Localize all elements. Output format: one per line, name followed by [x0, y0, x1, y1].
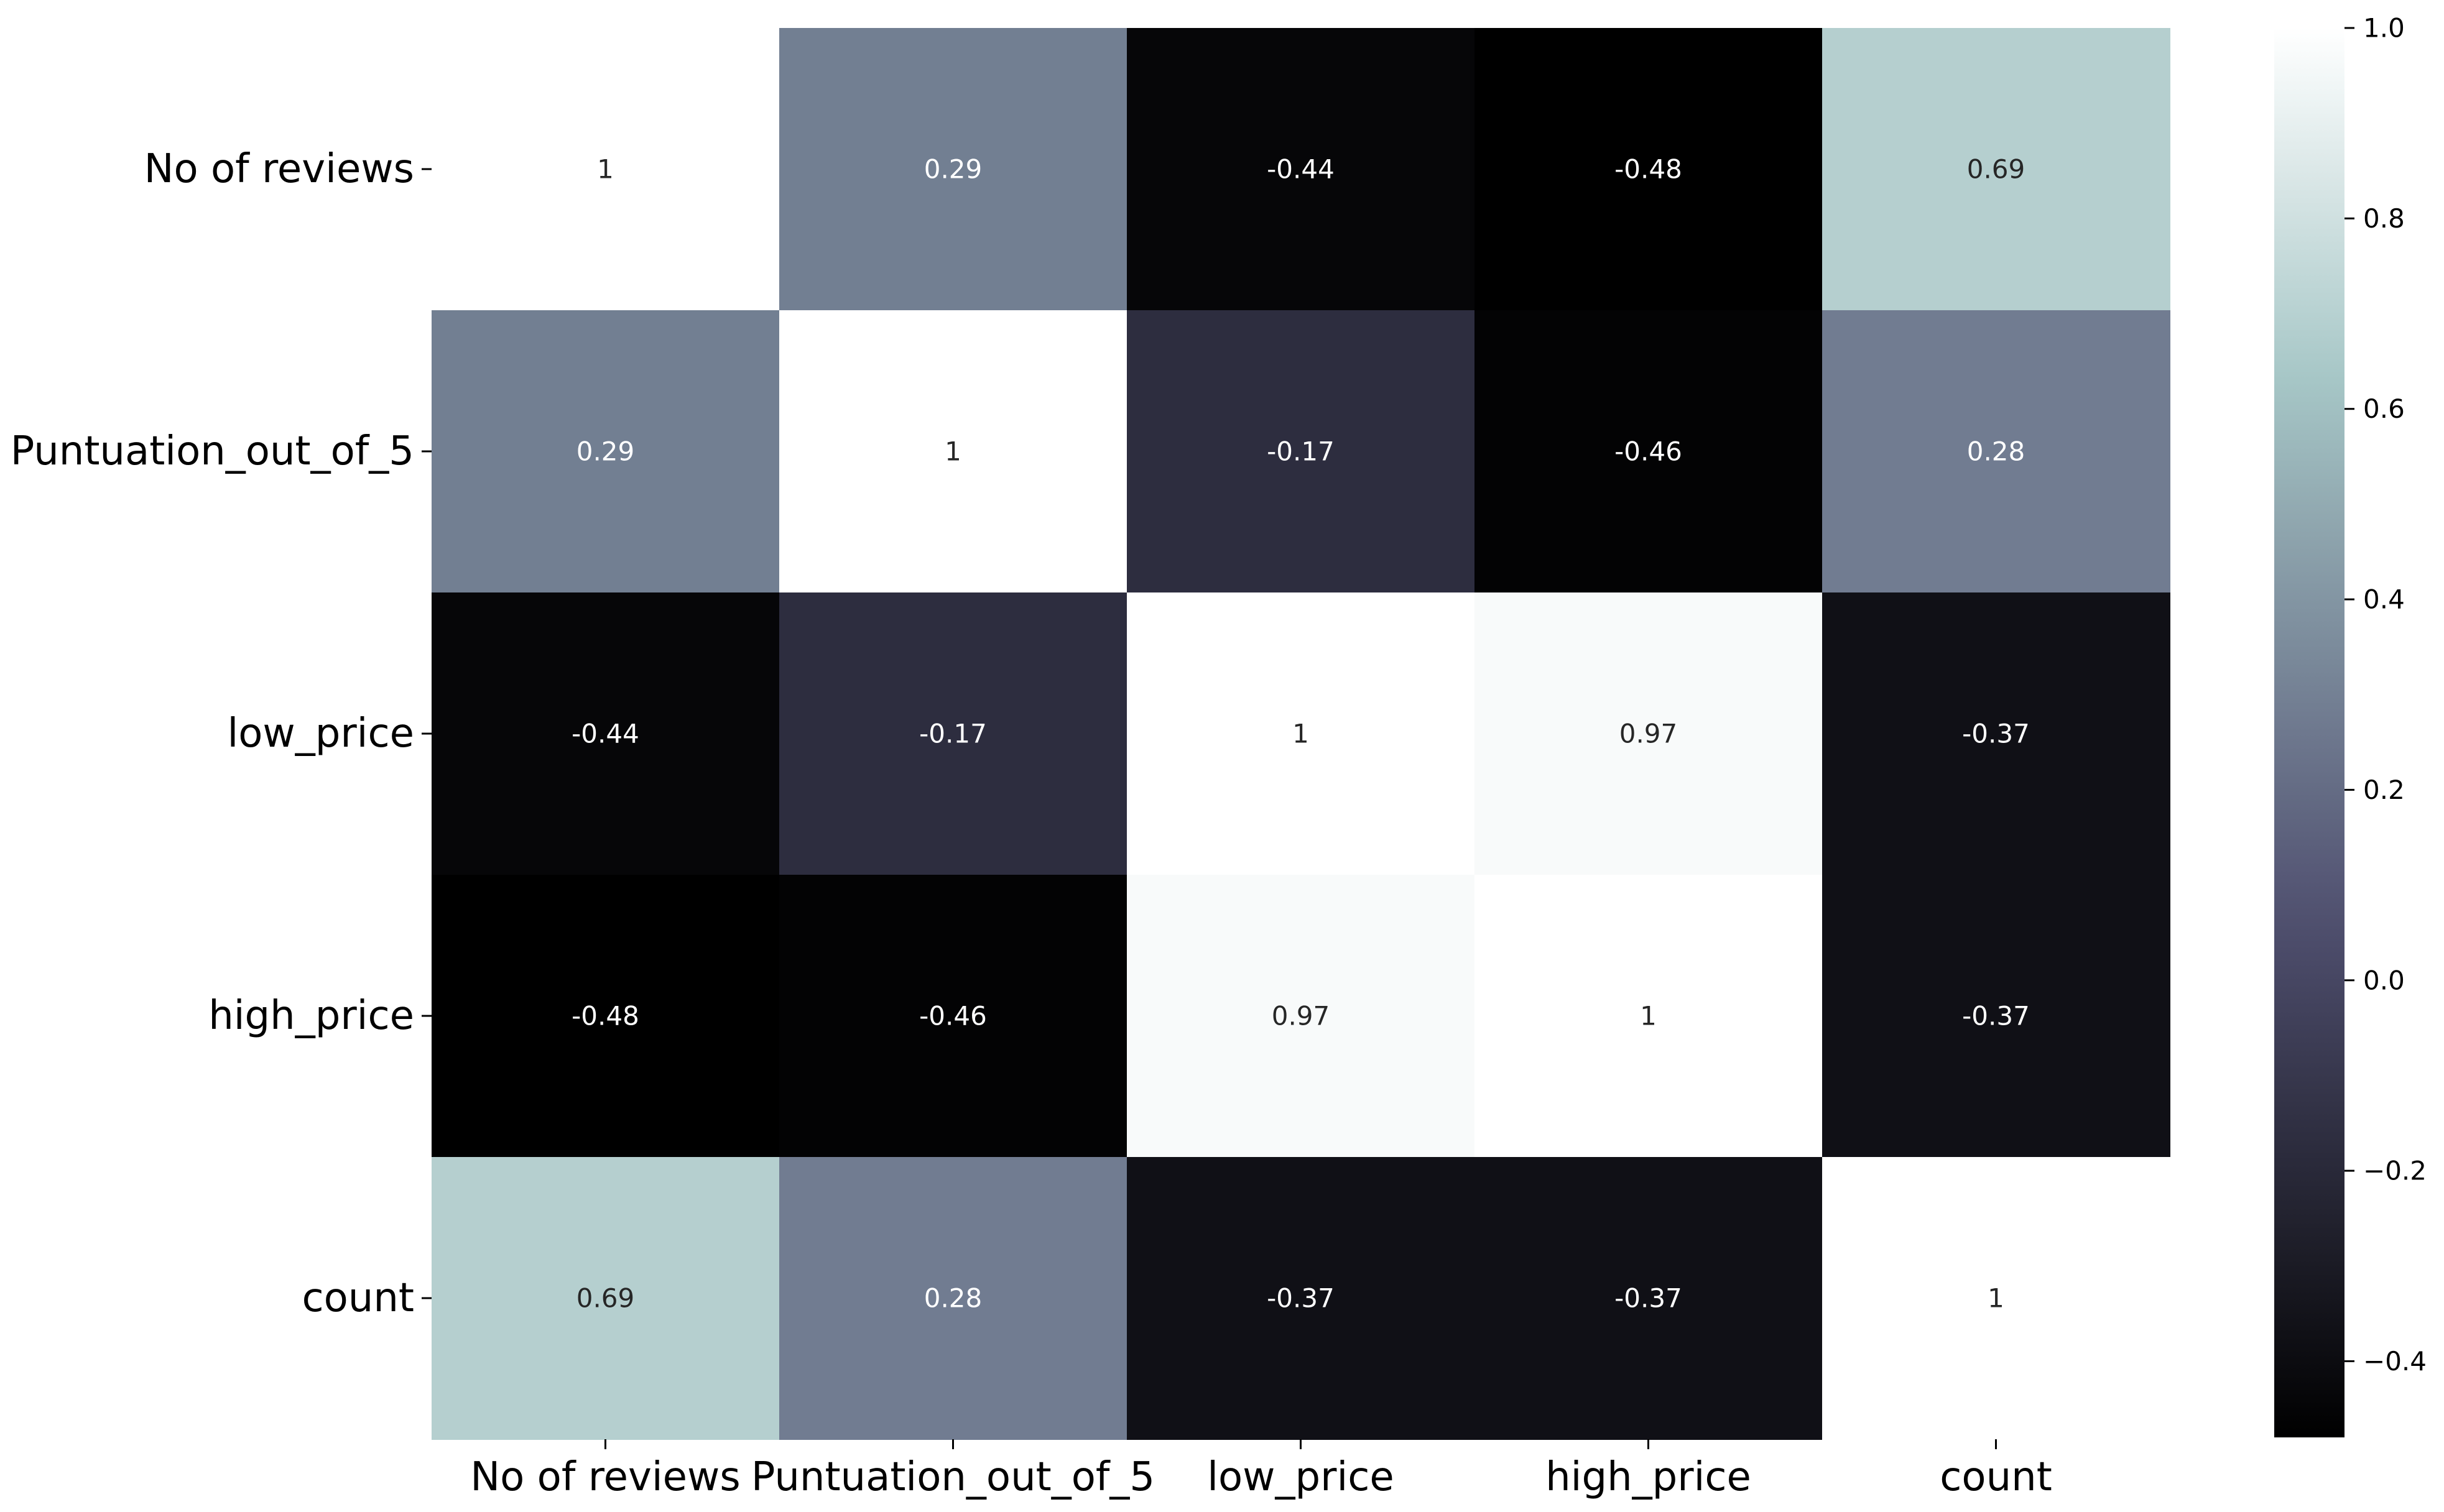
heatmap-cell	[779, 1157, 1127, 1440]
heatmap-cell	[1822, 310, 2170, 593]
heatmap-cell	[779, 592, 1127, 875]
cell-annotation: -0.44	[1267, 154, 1335, 185]
cell-annotation: -0.37	[1614, 1283, 1682, 1314]
heatmap-cell	[1822, 592, 2170, 875]
cell-annotation: -0.37	[1267, 1283, 1335, 1314]
y-tick-label: Puntuation_out_of_5	[11, 428, 414, 474]
cell-annotation: -0.46	[919, 1001, 987, 1031]
cell-annotation: 0.29	[576, 436, 635, 467]
colorbar: 1.0 0.8 0.6 0.4 0.2 0.0 −0.2 −0.4	[2274, 13, 2427, 1437]
heatmap-cell	[432, 28, 780, 311]
cell-annotation: -0.17	[919, 719, 987, 749]
y-axis-tick-labels: No of reviews Puntuation_out_of_5 low_pric…	[11, 146, 432, 1321]
heatmap-cell	[1127, 28, 1475, 311]
colorbar-tick-label: −0.2	[2363, 1156, 2427, 1186]
cell-annotation: 0.28	[1967, 436, 2025, 467]
cell-annotation: -0.48	[572, 1001, 639, 1031]
x-tick-label: high_price	[1545, 1454, 1751, 1500]
x-axis-tick-labels: No of reviews Puntuation_out_of_5 low_pric…	[470, 1439, 2052, 1500]
y-tick-label: high_price	[208, 993, 414, 1039]
y-tick-label: No of reviews	[144, 146, 414, 192]
heatmap-cell	[1474, 28, 1823, 311]
heatmap-cell	[1127, 1157, 1475, 1440]
cell-annotation: -0.37	[1962, 1001, 2030, 1031]
colorbar-tick-label: 0.8	[2363, 203, 2405, 234]
x-tick-label: No of reviews	[470, 1454, 740, 1500]
heatmap-cell	[1127, 310, 1475, 593]
colorbar-tick-label: 0.0	[2363, 965, 2405, 995]
heatmap-cell	[1822, 28, 2170, 311]
cell-annotation: 0.28	[924, 1283, 983, 1314]
cell-annotation: 0.69	[1967, 154, 2025, 185]
heatmap-cell	[432, 310, 780, 593]
cell-annotation: 1	[1988, 1283, 2004, 1314]
y-tick-label: count	[302, 1275, 414, 1321]
heatmap-cell	[779, 28, 1127, 311]
heatmap-cell	[432, 875, 780, 1158]
cell-annotation: 1	[1292, 719, 1309, 749]
heatmap-cell	[1127, 875, 1475, 1158]
colorbar-tick-label: 0.2	[2363, 775, 2405, 805]
cell-annotation: -0.37	[1962, 719, 2030, 749]
heatmap-cell	[1474, 875, 1823, 1158]
y-tick-label: low_price	[227, 711, 414, 757]
x-tick-label: low_price	[1207, 1454, 1394, 1500]
heatmap-cell	[1127, 592, 1475, 875]
heatmap-cell	[779, 310, 1127, 593]
colorbar-tick-label: 0.6	[2363, 394, 2405, 424]
cell-annotation: -0.46	[1614, 436, 1682, 467]
heatmap-cell	[1474, 592, 1823, 875]
colorbar-tick-label: 0.4	[2363, 584, 2405, 615]
colorbar-tick-label: −0.4	[2363, 1346, 2427, 1376]
heatmap-cell	[1474, 310, 1823, 593]
heatmap-cell	[432, 1157, 780, 1440]
heatmap-cell	[432, 592, 780, 875]
cell-annotation: 0.97	[1272, 1001, 1330, 1031]
heatmap-cell	[1822, 1157, 2170, 1440]
cell-annotation: -0.17	[1267, 436, 1335, 467]
x-tick-label: Puntuation_out_of_5	[751, 1454, 1155, 1500]
cell-annotation: 0.97	[1619, 719, 1678, 749]
cell-annotation: 0.29	[924, 154, 983, 185]
x-tick-label: count	[1940, 1454, 2052, 1500]
cell-annotation: 1	[945, 436, 961, 467]
heatmap-cells: 1 0.29 -0.44 -0.48 0.69 0.29 1 -0.17 -0.46 0.28 -0…	[432, 28, 2170, 1440]
colorbar-tick-label: 1.0	[2363, 13, 2405, 44]
cell-annotation: -0.48	[1614, 154, 1682, 185]
cell-annotation: 1	[597, 154, 614, 185]
cell-annotation: -0.44	[572, 719, 639, 749]
heatmap-cell	[1474, 1157, 1823, 1440]
cell-annotation: 1	[1640, 1001, 1657, 1031]
heatmap-cell	[1822, 875, 2170, 1158]
colorbar-gradient	[2274, 28, 2344, 1437]
heatmap-cell	[779, 875, 1127, 1158]
cell-annotation: 0.69	[576, 1283, 635, 1314]
